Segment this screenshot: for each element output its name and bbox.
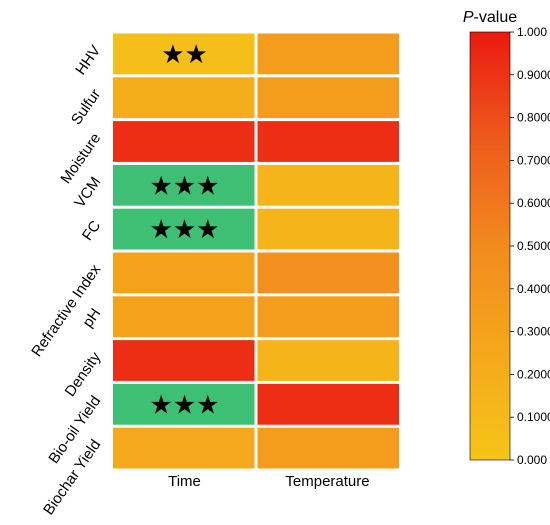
cell-vcm-temperature [257, 164, 399, 206]
column-label: Temperature [285, 473, 369, 490]
colorbar [469, 31, 511, 461]
cell-fc-time [113, 208, 255, 250]
colorbar-tick-label: 1.000 [517, 25, 547, 39]
column-label: Time [168, 473, 201, 490]
row-label: Density [62, 349, 105, 400]
cell-fc-temperature [257, 208, 399, 250]
cell-moisture-temperature [257, 121, 399, 162]
row-label: Biochar Yield [40, 437, 104, 518]
significance-stars: ★★★ [150, 170, 220, 200]
cell-moisture-time [113, 121, 255, 162]
row-label: HHV [72, 42, 104, 78]
row-label: Sulfur [68, 86, 104, 128]
cell-sulfur-temperature [257, 77, 399, 119]
cell-hhv-temperature [257, 33, 399, 75]
colorbar-tick-label: 0.9000 [517, 68, 550, 82]
significance-stars: ★★ [161, 39, 208, 69]
cell-sulfur-time [113, 77, 255, 119]
cell-bio-oil-yield-time [113, 383, 255, 425]
cell-refractive-index-time [113, 252, 255, 294]
cell-refractive-index-temperature [257, 252, 399, 294]
row-label: Moisture [57, 130, 104, 187]
significance-stars: ★★★ [150, 214, 220, 244]
cell-vcm-time [113, 164, 255, 206]
cell-hhv-time [113, 33, 255, 75]
cell-ph-time [113, 296, 255, 338]
colorbar-title-rest: -value [474, 9, 518, 26]
row-label: FC [79, 218, 104, 244]
significance-stars: ★★★ [150, 389, 220, 419]
colorbar-tick-label: 0.000 [517, 453, 547, 467]
cell-bio-oil-yield-temperature [257, 383, 399, 425]
colorbar-title-italic: P [463, 9, 474, 26]
cell-biochar-yield-temperature [257, 427, 399, 469]
cell-density-time [113, 340, 255, 381]
cell-density-temperature [257, 340, 399, 381]
cell-biochar-yield-time [113, 427, 255, 469]
colorbar-title: P-value [463, 9, 517, 26]
row-label: pH [79, 305, 104, 330]
cell-ph-temperature [257, 296, 399, 338]
